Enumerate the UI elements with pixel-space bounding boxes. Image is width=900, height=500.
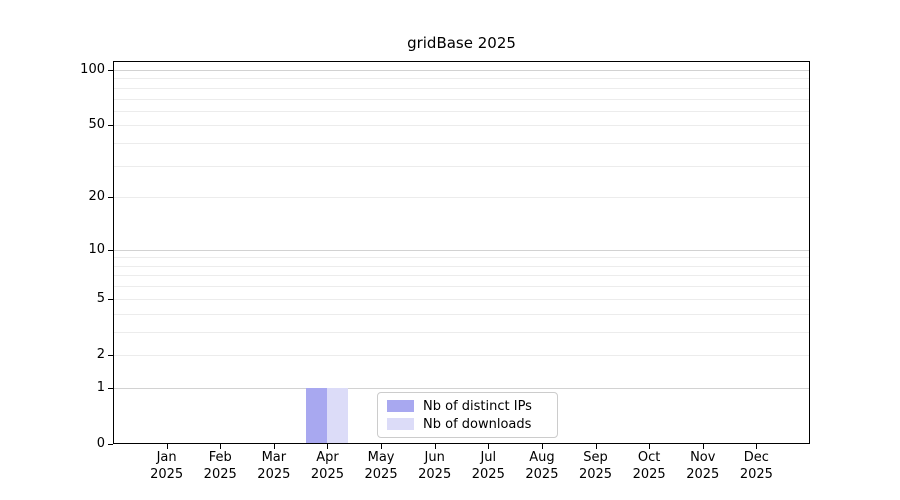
- y-tick-label: 20: [88, 189, 105, 204]
- y-axis-tick: [108, 70, 113, 71]
- x-tick-label: Nov 2025: [671, 449, 735, 483]
- x-tick-label-line: Mar: [261, 450, 287, 465]
- x-tick-label: Feb 2025: [188, 449, 252, 483]
- minor-gridline: [114, 257, 809, 258]
- x-axis-tick: [327, 444, 329, 449]
- x-tick-label-line: 2025: [418, 467, 452, 482]
- x-tick-label-line: Apr: [316, 450, 339, 465]
- y-axis-tick: [108, 444, 113, 445]
- x-tick-label: Jun 2025: [403, 449, 467, 483]
- minor-gridline: [114, 299, 809, 300]
- x-axis-tick: [488, 444, 490, 449]
- x-axis-tick: [595, 444, 597, 449]
- major-gridline: [114, 250, 809, 251]
- x-tick-label: Aug 2025: [510, 449, 574, 483]
- x-tick-label-line: 2025: [310, 467, 344, 482]
- x-tick-label: May 2025: [349, 449, 413, 483]
- x-tick-label-line: 2025: [739, 467, 773, 482]
- x-tick-label-line: 2025: [632, 467, 666, 482]
- minor-gridline: [114, 355, 809, 356]
- y-axis-tick: [108, 388, 113, 389]
- plot-border: [113, 61, 810, 444]
- x-tick-label-line: Aug: [529, 450, 555, 465]
- y-tick-label: 1: [96, 380, 105, 395]
- minor-gridline: [114, 166, 809, 167]
- y-axis-tick: [108, 250, 113, 251]
- x-tick-label-line: Oct: [637, 450, 661, 465]
- x-tick-label-line: Feb: [208, 450, 232, 465]
- minor-gridline: [114, 197, 809, 198]
- x-tick-label-line: 2025: [257, 467, 291, 482]
- x-tick-label: Oct 2025: [617, 449, 681, 483]
- legend: Nb of distinct IPs Nb of downloads: [377, 392, 558, 438]
- bar-nb-of-downloads: [327, 388, 349, 444]
- x-tick-label-line: Jan: [156, 450, 177, 465]
- x-tick-label: Apr 2025: [295, 449, 359, 483]
- x-axis-tick: [541, 444, 543, 449]
- y-tick-label: 5: [96, 291, 105, 306]
- minor-gridline: [114, 99, 809, 100]
- x-tick-label-line: 2025: [578, 467, 613, 482]
- x-tick-label-line: May: [367, 450, 395, 465]
- legend-swatch-distinct-ips: [387, 400, 414, 412]
- minor-gridline: [114, 88, 809, 89]
- x-tick-label-line: Dec: [743, 450, 769, 465]
- x-tick-label: Sep 2025: [564, 449, 628, 483]
- x-axis-tick: [220, 444, 222, 449]
- y-axis-tick: [108, 355, 113, 356]
- legend-item-distinct-ips: Nb of distinct IPs: [387, 399, 548, 414]
- x-tick-label-line: 2025: [364, 467, 398, 482]
- y-tick-label: 2: [96, 347, 105, 362]
- x-axis-tick: [702, 444, 704, 449]
- legend-label-downloads: Nb of downloads: [423, 416, 532, 432]
- x-axis-tick: [166, 444, 168, 449]
- minor-gridline: [114, 286, 809, 287]
- minor-gridline: [114, 266, 809, 267]
- minor-gridline: [114, 125, 809, 126]
- bar-nb-of-distinct-ips: [306, 388, 328, 444]
- legend-label-distinct-ips: Nb of distinct IPs: [423, 398, 532, 414]
- minor-gridline: [114, 275, 809, 276]
- major-gridline: [114, 70, 809, 71]
- x-tick-label-line: 2025: [150, 467, 184, 482]
- x-axis-tick: [273, 444, 275, 449]
- minor-gridline: [114, 78, 809, 79]
- x-axis-tick: [649, 444, 651, 449]
- x-axis-tick: [756, 444, 758, 449]
- x-tick-label-line: Nov: [690, 450, 716, 465]
- x-tick-label: Mar 2025: [242, 449, 306, 483]
- y-axis-tick: [108, 197, 113, 198]
- major-gridline: [114, 388, 809, 389]
- x-tick-label-line: 2025: [686, 467, 720, 482]
- x-tick-label-line: Sep: [583, 450, 608, 465]
- legend-swatch-downloads: [387, 418, 414, 430]
- x-tick-label-line: 2025: [525, 467, 559, 482]
- minor-gridline: [114, 332, 809, 333]
- minor-gridline: [114, 314, 809, 315]
- x-tick-label: Dec 2025: [724, 449, 788, 483]
- x-axis-tick: [434, 444, 436, 449]
- minor-gridline: [114, 143, 809, 144]
- y-tick-label: 100: [80, 62, 105, 77]
- x-tick-label: Jul 2025: [456, 449, 520, 483]
- x-axis-tick: [381, 444, 383, 449]
- minor-gridline: [114, 111, 809, 112]
- x-tick-label: Jan 2025: [135, 449, 199, 483]
- x-tick-label-line: 2025: [203, 467, 237, 482]
- legend-item-downloads: Nb of downloads: [387, 417, 548, 432]
- x-tick-label-line: Jul: [480, 450, 497, 465]
- y-axis-tick: [108, 125, 113, 126]
- chart-title: gridBase 2025: [407, 34, 516, 52]
- y-tick-label: 50: [88, 117, 105, 132]
- y-tick-label: 0: [96, 436, 105, 451]
- y-tick-label: 10: [88, 242, 105, 257]
- x-tick-label-line: Jun: [424, 450, 445, 465]
- y-axis-tick: [108, 299, 113, 300]
- x-tick-label-line: 2025: [471, 467, 505, 482]
